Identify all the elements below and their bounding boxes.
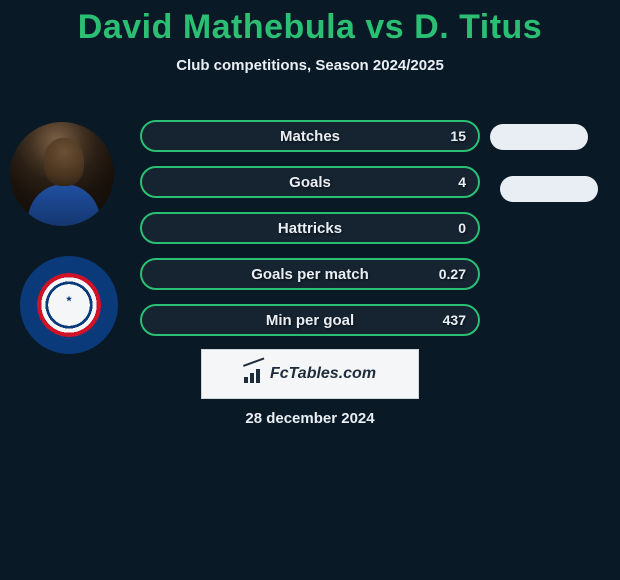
date-label: 28 december 2024 [0,410,620,427]
brand-chart-icon [244,365,264,383]
brand-text: FcTables.com [270,365,376,383]
player2-pill-1 [490,124,588,150]
stat-value: 0.27 [439,266,466,282]
stat-value: 437 [443,312,466,328]
stat-label: Goals [289,174,331,191]
stat-row-hattricks: Hattricks 0 [140,212,480,244]
stat-row-goals-per-match: Goals per match 0.27 [140,258,480,290]
stat-label: Min per goal [266,312,354,329]
player1-avatar [10,122,114,226]
stat-label: Goals per match [251,266,369,283]
stat-label: Matches [280,128,340,145]
stat-value: 15 [450,128,466,144]
stat-value: 4 [458,174,466,190]
page-title: David Mathebula vs D. Titus [0,0,620,47]
stats-container: Matches 15 Goals 4 Hattricks 0 Goals per… [140,120,480,350]
player2-pill-2 [500,176,598,202]
club-logo-text: ★ [66,296,72,303]
stat-row-matches: Matches 15 [140,120,480,152]
stat-row-min-per-goal: Min per goal 437 [140,304,480,336]
club-logo: ★ [20,256,118,354]
brand-badge[interactable]: FcTables.com [201,349,419,399]
subtitle: Club competitions, Season 2024/2025 [0,57,620,74]
stat-value: 0 [458,220,466,236]
stat-row-goals: Goals 4 [140,166,480,198]
stat-label: Hattricks [278,220,342,237]
